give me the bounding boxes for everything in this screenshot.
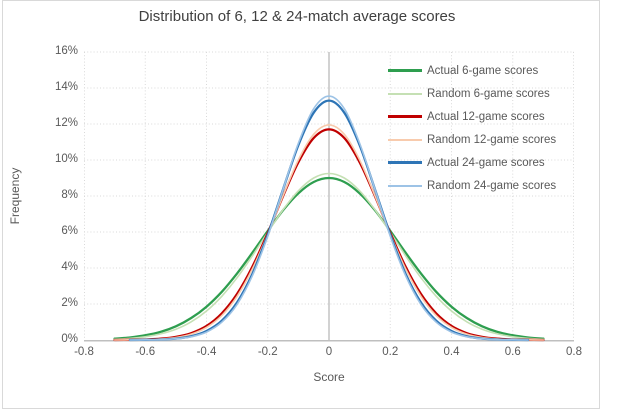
legend-item: Actual 12-game scores	[388, 105, 556, 128]
series-line-random-12-game-scores	[113, 124, 545, 341]
y-axis-title: Frequency	[8, 167, 22, 225]
x-tick-label: -0.6	[135, 346, 156, 358]
plot-area	[84, 51, 574, 342]
legend-label: Random 24-game scores	[427, 179, 557, 192]
legend: Actual 6-game scores Random 6-game scores…	[388, 59, 556, 197]
legend-item: Random 24-game scores	[388, 174, 556, 197]
legend-label: Actual 12-game scores	[427, 110, 545, 123]
legend-label: Random 6-game scores	[427, 87, 550, 100]
y-tick-label: 14%	[54, 81, 78, 93]
legend-line-swatch	[388, 115, 422, 118]
series-line-actual-6-game-scores	[113, 176, 545, 340]
y-tick-label: 16%	[54, 45, 78, 57]
legend-item: Random 6-game scores	[388, 82, 556, 105]
chart-title: Distribution of 6, 12 & 24-match average…	[138, 8, 456, 25]
y-tick-label: 0%	[61, 333, 78, 345]
y-tick-label: 4%	[61, 261, 78, 273]
x-tick-label: -0.2	[257, 346, 278, 358]
legend-item: Actual 6-game scores	[388, 59, 556, 82]
legend-label: Actual 6-game scores	[427, 64, 539, 77]
series-line-random-6-game-scores	[113, 172, 545, 341]
x-axis-title: Score	[313, 370, 345, 384]
legend-line-swatch	[388, 138, 422, 141]
x-tick-label: -0.8	[74, 346, 94, 358]
x-tick-label: 0	[325, 346, 333, 358]
legend-item: Random 12-game scores	[388, 128, 556, 151]
x-tick-label: 0.2	[382, 346, 399, 358]
y-tick-label: 10%	[54, 153, 78, 165]
y-tick-label: 8%	[61, 189, 78, 201]
legend-line-swatch	[388, 161, 422, 164]
x-tick-label: 0.4	[443, 346, 460, 358]
x-tick-label: 0.8	[566, 346, 582, 358]
y-tick-label: 2%	[61, 297, 78, 309]
legend-line-swatch	[388, 69, 422, 72]
legend-label: Actual 24-game scores	[427, 156, 545, 169]
series-line-random-24-game-scores	[129, 95, 529, 341]
legend-item: Actual 24-game scores	[388, 151, 556, 174]
y-tick-label: 6%	[61, 225, 78, 237]
x-tick-label: 0.6	[504, 346, 521, 358]
x-tick-label: -0.4	[196, 346, 217, 358]
legend-label: Random 12-game scores	[427, 133, 557, 146]
legend-line-swatch	[388, 184, 422, 187]
y-tick-label: 12%	[54, 117, 78, 129]
legend-line-swatch	[388, 92, 422, 95]
